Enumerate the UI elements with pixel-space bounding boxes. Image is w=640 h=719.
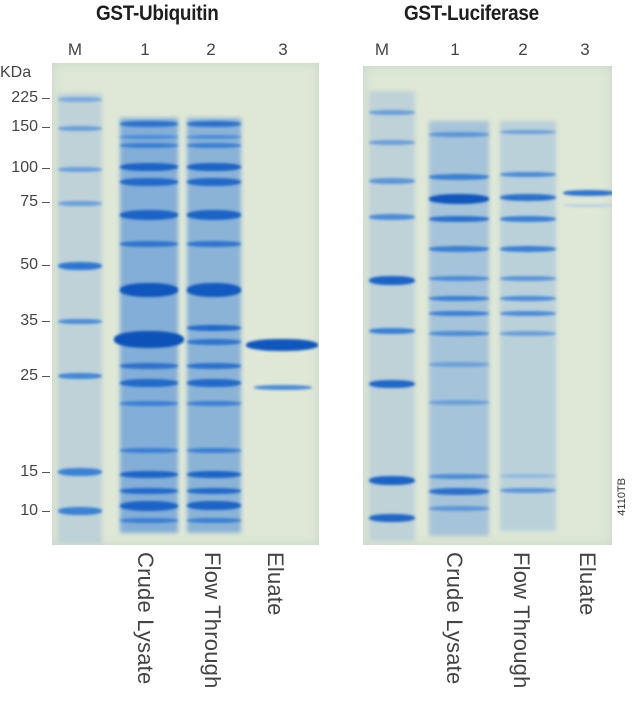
tick-label: 35: [20, 312, 38, 329]
kda-unit-label: KDa: [0, 64, 32, 81]
tick-label: 10: [20, 502, 38, 519]
lane-label-1: 1: [450, 40, 460, 59]
lane-label-marker: M: [374, 40, 390, 59]
gel-gst-luciferase: [363, 66, 612, 545]
lane-label-2: 2: [206, 40, 216, 59]
bottom-label-crude-lysate: Crude Lysate: [442, 552, 467, 685]
lane-label-marker: M: [67, 40, 83, 59]
tick-label: 25: [20, 367, 38, 384]
lane-eluate: [246, 63, 318, 545]
catalog-id: 4110TB: [616, 478, 628, 516]
lane-label-1: 1: [140, 40, 150, 59]
bottom-label-eluate: Eluate: [263, 552, 288, 616]
lane-label-2: 2: [518, 40, 528, 59]
tick-label: 15: [20, 463, 38, 480]
bottom-label-flow-through: Flow Through: [509, 552, 534, 689]
lane-flow-through: [500, 66, 556, 545]
tick-label: 100: [11, 159, 38, 176]
lane-marker: [369, 66, 415, 545]
lane-label-3: 3: [278, 40, 288, 59]
gel-gst-ubiquitin: [52, 63, 319, 545]
panel-title-gst-ubiquitin: GST-Ubiquitin: [96, 2, 219, 25]
tick-label: 150: [11, 118, 38, 135]
panel-title-gst-luciferase: GST-Luciferase: [404, 2, 539, 25]
lane-label-3: 3: [580, 40, 590, 59]
lane-crude-lysate: [429, 66, 489, 545]
lane-flow-through: [187, 63, 241, 545]
bottom-label-eluate: Eluate: [575, 552, 600, 616]
tick-label: 225: [11, 89, 38, 106]
lane-eluate: [563, 66, 612, 545]
tick-label: 50: [20, 256, 38, 273]
tick-label: 75: [20, 193, 38, 210]
lane-marker: [58, 63, 102, 545]
bottom-label-crude-lysate: Crude Lysate: [133, 552, 158, 685]
bottom-label-flow-through: Flow Through: [200, 552, 225, 689]
lane-crude-lysate: [114, 63, 184, 545]
